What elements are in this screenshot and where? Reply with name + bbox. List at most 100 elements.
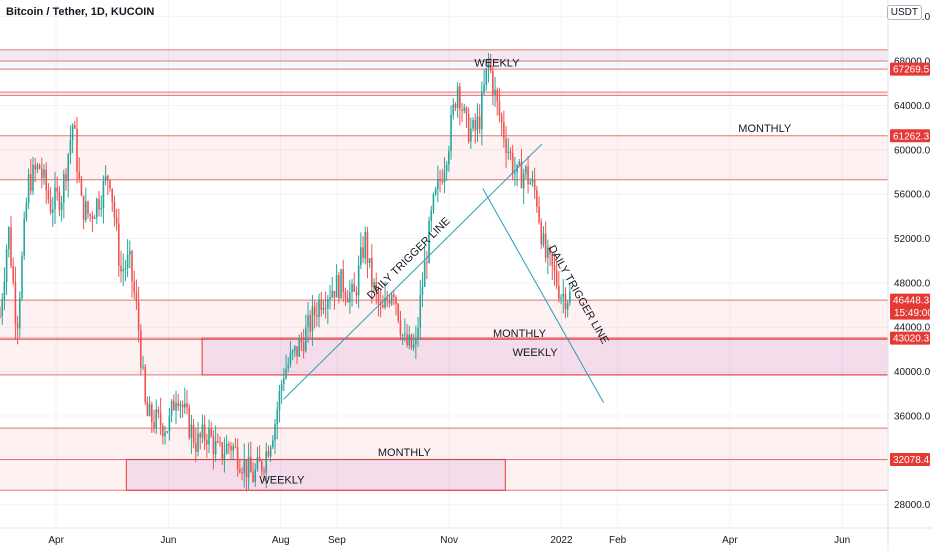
candle bbox=[36, 162, 39, 174]
candle bbox=[542, 226, 545, 248]
candle bbox=[476, 103, 479, 142]
candle-body bbox=[186, 403, 188, 408]
candle bbox=[505, 125, 507, 169]
candle bbox=[142, 355, 144, 371]
level-band bbox=[0, 459, 888, 491]
candle-body bbox=[454, 104, 457, 109]
candle bbox=[373, 278, 375, 293]
candle-body bbox=[338, 275, 340, 299]
candle-body bbox=[489, 58, 492, 71]
candle bbox=[269, 444, 272, 462]
candle-body bbox=[228, 443, 230, 447]
candle bbox=[43, 164, 45, 185]
candle-body bbox=[206, 440, 208, 445]
candle-body bbox=[10, 227, 12, 266]
candle bbox=[82, 195, 85, 230]
candle-body bbox=[159, 412, 162, 426]
annotation-label: MONTHLY bbox=[378, 447, 432, 459]
candle bbox=[65, 168, 67, 191]
price-tag bbox=[890, 293, 930, 320]
candle-body bbox=[179, 404, 182, 407]
candle bbox=[153, 409, 155, 433]
candle-body bbox=[397, 303, 400, 321]
candle-body bbox=[217, 440, 219, 443]
candle-body bbox=[324, 307, 327, 309]
candle bbox=[300, 332, 303, 352]
candle-body bbox=[483, 84, 485, 93]
price-tag-label: 46448.3 bbox=[893, 296, 930, 307]
candle bbox=[89, 213, 92, 222]
candle bbox=[399, 310, 402, 341]
candle bbox=[0, 306, 1, 319]
candle-body bbox=[538, 206, 540, 223]
candle-body bbox=[135, 292, 138, 302]
candle-body bbox=[335, 275, 338, 298]
candle-body bbox=[322, 307, 325, 311]
currency-badge[interactable]: USDT bbox=[886, 5, 922, 20]
candle bbox=[450, 105, 452, 160]
candle bbox=[340, 268, 342, 299]
candle-body bbox=[494, 89, 496, 95]
candle bbox=[214, 425, 217, 462]
candle bbox=[553, 253, 556, 286]
candle-body bbox=[190, 424, 193, 438]
symbol-title: Bitcoin / Tether, 1D, KUCOIN bbox=[6, 6, 155, 18]
candle-body bbox=[531, 179, 534, 183]
candle-body bbox=[283, 378, 285, 384]
candle bbox=[60, 195, 63, 222]
candle bbox=[520, 148, 523, 189]
candle bbox=[210, 421, 213, 438]
candle-body bbox=[357, 265, 360, 296]
level-band bbox=[0, 92, 888, 96]
candle bbox=[551, 252, 554, 280]
candle-body bbox=[252, 472, 254, 482]
level-band bbox=[0, 300, 888, 339]
time-tick-label: 2022 bbox=[550, 535, 573, 546]
candle bbox=[544, 221, 547, 263]
candle-body bbox=[441, 181, 444, 183]
candle bbox=[34, 157, 37, 183]
candle-body bbox=[412, 344, 415, 348]
candle bbox=[349, 280, 351, 314]
candle bbox=[311, 295, 314, 346]
candle bbox=[287, 357, 290, 373]
candle bbox=[362, 236, 364, 264]
candle bbox=[540, 218, 543, 250]
candle-body bbox=[382, 304, 384, 308]
candle bbox=[307, 302, 309, 343]
candle-body bbox=[340, 269, 342, 299]
candle bbox=[463, 103, 466, 114]
candle bbox=[38, 163, 41, 170]
annotations: WEEKLY MONTHLY MONTHLY WEEKLY MONTHLY WEEKLY bbox=[259, 58, 792, 487]
candle bbox=[547, 239, 549, 275]
candle-body bbox=[63, 174, 65, 203]
candle bbox=[155, 399, 158, 435]
candle-body bbox=[346, 298, 349, 303]
candle-body bbox=[177, 402, 180, 407]
candle-body bbox=[12, 265, 15, 283]
candle bbox=[122, 253, 125, 287]
candle-body bbox=[197, 433, 199, 452]
candle bbox=[439, 170, 441, 193]
candle bbox=[217, 433, 219, 444]
candle-body bbox=[120, 265, 122, 272]
candle bbox=[478, 104, 481, 134]
candle-body bbox=[553, 265, 556, 271]
candle-body bbox=[21, 256, 23, 299]
candle bbox=[342, 259, 345, 303]
candle bbox=[430, 205, 433, 233]
candle bbox=[74, 120, 76, 129]
price-tag bbox=[890, 452, 930, 466]
candle bbox=[566, 300, 569, 318]
candle bbox=[272, 435, 274, 449]
candle-body bbox=[544, 233, 547, 258]
candle-body bbox=[115, 217, 118, 224]
candle-body bbox=[426, 261, 428, 263]
candle bbox=[239, 458, 241, 474]
candle bbox=[338, 272, 340, 304]
candle-body bbox=[307, 315, 309, 328]
candle bbox=[80, 176, 83, 197]
candle bbox=[289, 341, 292, 368]
candle bbox=[27, 168, 30, 209]
